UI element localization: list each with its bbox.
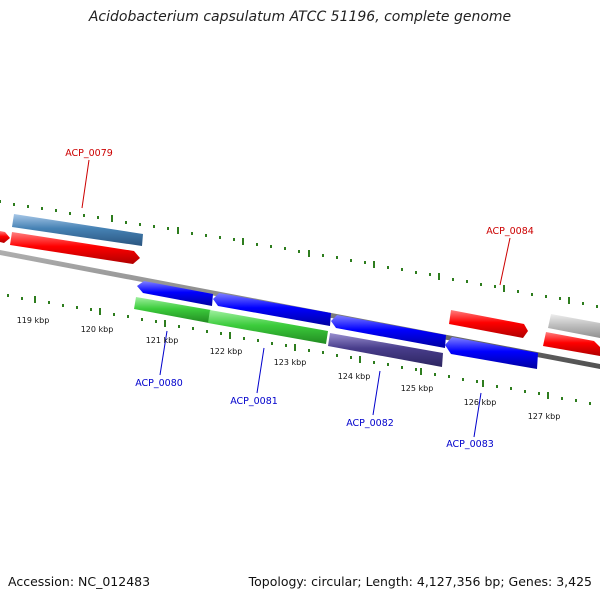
lower-tick-track [7, 294, 591, 405]
scale-label: 120 kbp [81, 325, 114, 334]
gene-left-fragment[interactable] [0, 231, 10, 243]
gene-labels: ACP_0079 ACP_0084 ACP_0080 ACP_0081 ACP_… [65, 148, 534, 450]
reverse-genes [134, 281, 538, 369]
gene-acp-0081-feature[interactable] [208, 310, 328, 344]
scale-label: 122 kbp [210, 347, 243, 356]
scale-label: 125 kbp [401, 384, 434, 393]
gene-label-acp-0079[interactable]: ACP_0079 [65, 148, 113, 159]
gene-blue-reverse-1[interactable] [137, 281, 213, 306]
gene-label-acp-0080[interactable]: ACP_0080 [135, 378, 183, 389]
gene-acp-0082-feature[interactable] [328, 333, 443, 367]
scale-label: 119 kbp [17, 316, 50, 325]
gene-acp-0083-feature[interactable] [445, 337, 538, 369]
topology-summary: Topology: circular; Length: 4,127,356 bp… [248, 574, 592, 589]
gene-blue-reverse-2[interactable] [213, 293, 331, 326]
scale-label: 121 kbp [146, 336, 179, 345]
forward-genes [0, 214, 600, 356]
gene-red-forward-1[interactable] [10, 232, 140, 264]
gene-red-forward-2[interactable] [543, 332, 600, 356]
gene-acp-0079-feature[interactable] [12, 214, 143, 246]
scale-label: 124 kbp [338, 372, 371, 381]
gene-blue-reverse-3[interactable] [331, 315, 446, 348]
gene-acp-0084-feature[interactable] [449, 310, 528, 338]
gene-label-acp-0084[interactable]: ACP_0084 [486, 226, 534, 237]
gene-label-acp-0081[interactable]: ACP_0081 [230, 396, 278, 407]
map-title: Acidobacterium capsulatum ATCC 51196, co… [88, 9, 512, 25]
gene-label-acp-0082[interactable]: ACP_0082 [346, 418, 394, 429]
scale-label: 127 kbp [528, 412, 561, 421]
accession-text: Accession: NC_012483 [8, 574, 151, 589]
scale-labels: 119 kbp 120 kbp 121 kbp 122 kbp 123 kbp … [17, 316, 561, 421]
scale-label: 123 kbp [274, 358, 307, 367]
gene-label-acp-0083[interactable]: ACP_0083 [446, 439, 494, 450]
label-leaders [81, 159, 511, 438]
scale-label: 126 kbp [464, 398, 497, 407]
gene-gray-forward[interactable] [548, 314, 600, 338]
upper-tick-track [0, 200, 598, 308]
gene-acp-0080-feature[interactable] [134, 297, 211, 323]
